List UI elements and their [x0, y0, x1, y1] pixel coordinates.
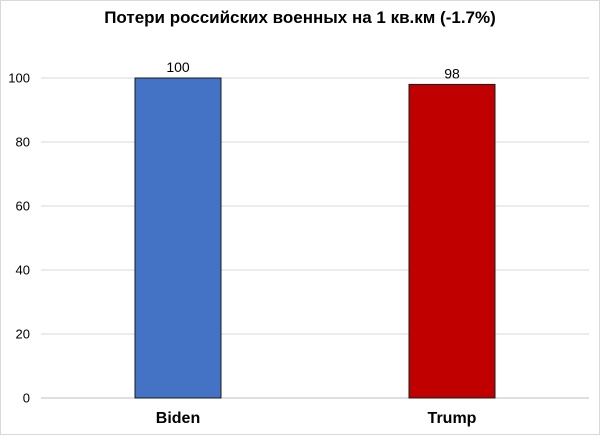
data-label: 98 — [444, 65, 460, 81]
y-tick-label: 0 — [23, 391, 30, 406]
y-tick-label: 20 — [16, 327, 30, 342]
x-category-label: Biden — [156, 410, 200, 427]
bar-trump — [408, 83, 496, 399]
x-category-label: Trump — [428, 410, 477, 427]
data-label: 100 — [166, 59, 190, 75]
bar-biden — [134, 77, 222, 399]
y-tick-label: 80 — [16, 135, 30, 150]
y-tick-label: 40 — [16, 263, 30, 278]
y-tick-label: 60 — [16, 199, 30, 214]
y-tick-label: 100 — [8, 71, 30, 86]
chart-title: Потери российских военных на 1 кв.км (-1… — [104, 8, 496, 27]
